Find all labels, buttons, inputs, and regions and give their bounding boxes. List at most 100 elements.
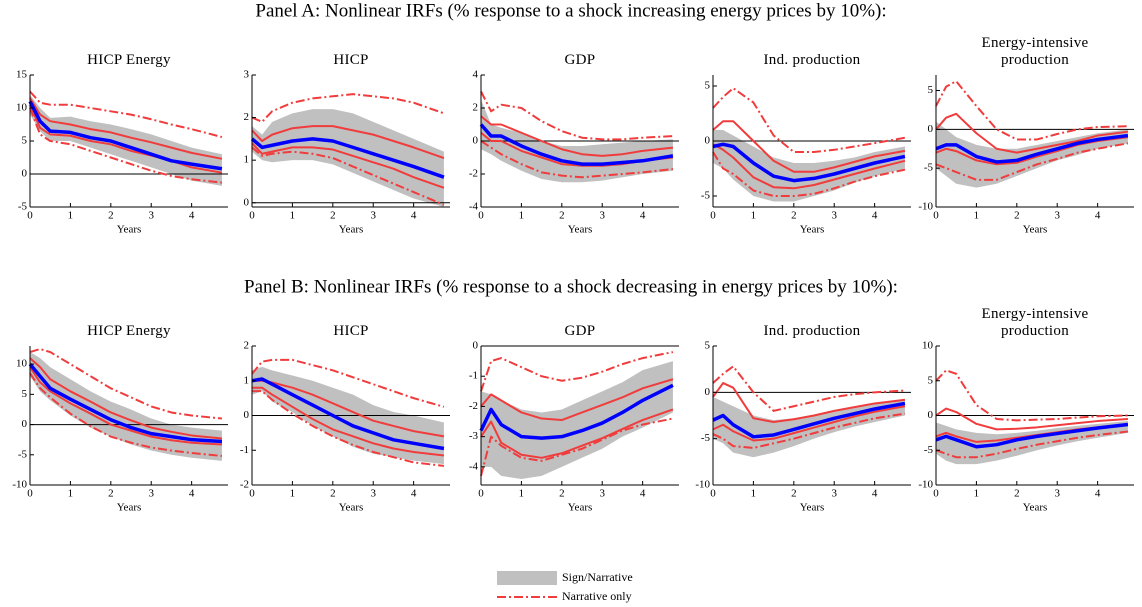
series-line [251,142,445,189]
series-line [251,358,445,408]
x-tick-label: 2 [1014,488,1020,500]
series-line [712,151,906,197]
y-tick-label: 1 [244,374,250,386]
series-line [29,348,223,420]
confidence-band [713,396,905,458]
x-tick-label: 2 [330,210,336,222]
confidence-band [252,109,444,207]
x-tick-label: 0 [710,488,716,500]
x-tick-label: 3 [831,210,837,222]
series-line [712,365,906,412]
series-line [479,123,674,166]
chart-title: HICP Energy [87,52,171,68]
x-tick-label: 4 [189,210,195,222]
y-tick-label: -5 [701,190,711,202]
series-line [480,417,674,477]
chart-title: Energy-intensive production [981,306,1089,339]
y-tick-label: -5 [701,432,711,444]
x-tick-label: 1 [751,488,757,500]
chart-title: GDP [564,323,596,339]
x-tick-label: 1 [974,488,980,500]
x-tick-label: 3 [831,488,837,500]
y-tick-label: 0 [928,123,934,135]
y-tick-label: -4 [469,460,479,472]
x-tick-label: 0 [249,210,255,222]
series-line [712,120,906,173]
series-line [480,378,674,422]
y-tick-label: 0 [473,340,479,352]
series-line [251,377,445,451]
y-tick-label: 0 [22,418,28,430]
confidence-band [481,361,673,479]
panel-title: Panel A: Nonlinear IRFs (% response to a… [255,0,886,21]
confidence-band [713,130,905,202]
y-tick-label: 0 [244,196,250,208]
series-line [251,125,445,159]
series-line [29,97,223,160]
x-tick-label: 1 [290,488,296,500]
x-tick-label: 1 [290,210,296,222]
x-tick-label: 4 [872,210,878,222]
x-tick-label: 1 [68,210,74,222]
y-tick-label: 0 [473,135,479,147]
x-tick-label: 1 [751,210,757,222]
x-tick-label: 2 [791,488,797,500]
x-tick-label: 1 [519,488,525,500]
y-tick-label: 5 [928,374,934,386]
series-line [29,107,223,184]
y-tick-label: 5 [705,80,711,92]
x-tick-label: 2 [791,210,797,222]
x-tick-label: 3 [370,210,376,222]
series-line [935,112,1129,154]
x-tick-label: 4 [411,210,417,222]
y-tick-label: -10 [695,479,710,491]
x-axis-label: Years [117,502,142,514]
y-tick-label: -4 [469,201,479,213]
y-tick-label: -5 [924,162,934,174]
x-tick-label: 0 [27,210,33,222]
chart-title: HICP Energy [87,323,171,339]
series-line [935,422,1129,449]
y-tick-label: 5 [22,135,28,147]
series-line [712,382,906,423]
chart-title: HICP [333,323,369,339]
series-line [252,386,445,457]
y-tick-label: 5 [705,340,711,352]
x-tick-label: 0 [478,488,484,500]
x-tick-label: 2 [1014,210,1020,222]
series-line [479,383,674,440]
series-line [252,390,445,467]
series-line [712,142,906,183]
y-tick-label: -10 [12,479,27,491]
x-tick-label: 2 [559,488,565,500]
chart-title: Ind. production [763,323,861,339]
x-tick-label: 2 [108,488,114,500]
x-tick-label: 2 [559,210,565,222]
y-tick-label: -1 [469,370,478,382]
chart-title: Ind. production [763,52,861,68]
x-tick-label: 4 [411,488,417,500]
x-tick-label: 4 [1095,488,1101,500]
x-tick-label: 1 [974,210,980,222]
x-tick-label: 0 [710,210,716,222]
x-tick-label: 4 [189,488,195,500]
y-tick-label: 0 [22,168,28,180]
chart-title: Energy-intensive production [981,35,1089,68]
x-axis-label: Years [117,224,142,236]
x-axis-label: Years [1023,502,1048,514]
y-tick-label: -10 [918,479,933,491]
x-tick-label: 4 [640,488,646,500]
series-line [251,146,445,206]
x-tick-label: 3 [370,488,376,500]
series-line [480,91,673,141]
x-tick-label: 3 [148,488,154,500]
series-line [712,405,906,442]
series-line [935,80,1128,141]
series-line [712,412,906,449]
series-line [480,408,674,459]
legend-swatch [497,571,557,585]
x-axis-label: Years [339,224,364,236]
x-tick-label: 3 [148,210,154,222]
x-tick-label: 3 [599,210,605,222]
y-tick-label: 0 [705,135,711,147]
